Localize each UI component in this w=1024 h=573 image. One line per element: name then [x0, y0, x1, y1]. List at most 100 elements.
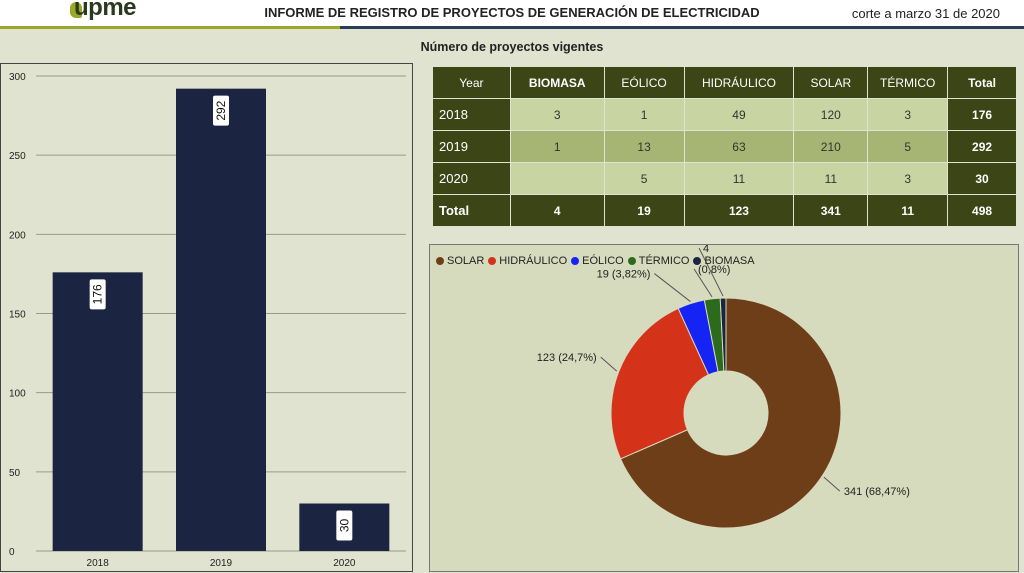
table-cell: 19: [603, 194, 685, 227]
report-title: INFORME DE REGISTRO DE PROYECTOS DE GENE…: [264, 5, 760, 20]
row-year: 2020: [432, 162, 511, 195]
col-header-hidraulico: HIDRÁULICO: [683, 66, 795, 99]
slice-label: 123 (24,7%): [537, 352, 597, 364]
legend-label: HIDRÁULICO: [499, 255, 568, 267]
col-header-biomasa: BIOMASA: [509, 66, 605, 99]
table-row: 2020 5 11 11 3 30: [432, 162, 1017, 195]
legend-swatch: [436, 257, 444, 265]
bar-data-label: 30: [336, 510, 353, 541]
slice-label: 19 (3,82%): [597, 269, 651, 281]
legend-label: SOLAR: [447, 255, 485, 267]
col-header-solar: SOLAR: [793, 66, 869, 99]
y-tick-label: 100: [9, 389, 26, 400]
data-label-text: 292: [214, 100, 228, 120]
data-label-text: 30: [337, 519, 351, 533]
col-header-year: Year: [432, 66, 511, 99]
legend-item: EÓLICO: [571, 255, 624, 267]
y-tick-label: 300: [9, 72, 26, 83]
legend-item: BIOMASA: [693, 255, 755, 267]
x-tick-label: 2020: [333, 558, 356, 569]
y-tick-label: 50: [9, 468, 21, 479]
legend-label: BIOMASA: [704, 255, 755, 267]
legend-label: EÓLICO: [582, 255, 624, 267]
table-cell: 13: [603, 130, 685, 163]
legend-swatch: [488, 257, 497, 265]
bar: [176, 88, 266, 552]
total-row-label: Total: [432, 194, 511, 227]
row-year: 2019: [432, 130, 511, 163]
upme-logo-leaf-icon: [70, 2, 82, 18]
table-cell: 3: [867, 98, 949, 131]
leader-line: [600, 356, 618, 372]
table-cell: 3: [867, 162, 949, 195]
col-header-termico: TÉRMICO: [867, 66, 949, 99]
leader-line: [693, 268, 713, 298]
y-tick-label: 250: [9, 151, 26, 162]
legend-swatch: [627, 257, 636, 265]
table-cell: 49: [683, 98, 795, 131]
grand-total: 498: [947, 194, 1017, 227]
table-cell: 63: [683, 130, 795, 163]
row-year: 2018: [432, 98, 511, 131]
data-label-box: [89, 279, 106, 310]
pie-slice: [610, 307, 710, 460]
bar: [52, 272, 143, 551]
legend-swatch: [693, 257, 702, 265]
bar-data-label: 176: [89, 279, 106, 310]
legend-label: TÉRMICO: [638, 255, 690, 267]
donut-chart: 341 (68,47%) 123 (24,7%) 19 (3,82%) (0,8%) 4: [537, 243, 910, 529]
projects-table: Year BIOMASA EÓLICO HIDRÁULICO SOLAR TÉR…: [432, 66, 1017, 227]
report-header: upme INFORME DE REGISTRO DE PROYECTOS DE…: [0, 0, 1024, 26]
pie-slice: [619, 297, 842, 529]
y-tick-label: 150: [9, 310, 26, 321]
data-label-box: [336, 510, 353, 541]
bar-chart: 0 50 100 150 200 250 300 176 2018 292 2019 30 2020: [9, 72, 406, 569]
slice-label: 4: [703, 245, 709, 255]
leader-line: [823, 476, 841, 492]
table-cell: 210: [793, 130, 869, 163]
table-header-row: Year BIOMASA EÓLICO HIDRÁULICO SOLAR TÉR…: [432, 66, 1017, 99]
legend-item: SOLAR: [436, 255, 484, 267]
leader-line: [654, 273, 691, 302]
x-tick-label: 2018: [87, 558, 110, 569]
table-cell: 11: [683, 162, 795, 195]
x-tick-label: 2019: [210, 558, 233, 569]
table-row: 2018 3 1 49 120 3 176: [432, 98, 1017, 131]
table-cell: 11: [793, 162, 869, 195]
table-cell: 120: [793, 98, 869, 131]
slice-label: 341 (68,47%): [844, 486, 910, 498]
legend-item: HIDRÁULICO: [488, 255, 567, 267]
legend-item: TÉRMICO: [627, 255, 690, 267]
table-cell: 1: [509, 130, 605, 163]
data-label-box: [213, 95, 229, 126]
leader-line: [698, 247, 724, 297]
table-cell: 341: [793, 194, 869, 227]
upme-logo: upme: [74, 0, 137, 21]
table-cell: 123: [683, 194, 795, 227]
data-label-text: 176: [91, 284, 105, 304]
pie-legend: SOLAR HIDRÁULICO EÓLICO TÉRMICO BIOMASA: [436, 255, 759, 267]
slice-label: (0,8%): [698, 264, 730, 276]
table-cell: 5: [867, 130, 949, 163]
row-total: 176: [947, 98, 1017, 131]
bar-data-label: 292: [213, 95, 229, 126]
pie-slice: [719, 297, 727, 372]
row-total: 30: [947, 162, 1017, 195]
y-tick-label: 200: [9, 230, 26, 241]
y-tick-label: 0: [9, 547, 15, 558]
section-subtitle: Número de proyectos vigentes: [420, 40, 604, 54]
table-cell: 1: [603, 98, 685, 131]
header-divider: [0, 26, 1024, 29]
report-date: corte a marzo 31 de 2020: [851, 6, 1000, 21]
legend-swatch: [571, 257, 580, 265]
table-cell: [509, 162, 605, 195]
bar-chart-panel: 0 50 100 150 200 250 300 176 2018 292 2019 30 2020: [0, 63, 413, 572]
table-cell: 5: [603, 162, 685, 195]
table-cell: 4: [509, 194, 605, 227]
table-cell: 3: [509, 98, 605, 131]
table-total-row: Total 4 19 123 341 11 498: [432, 194, 1017, 227]
table-row: 2019 1 13 63 210 5 292: [432, 130, 1017, 163]
pie-chart-panel: SOLAR HIDRÁULICO EÓLICO TÉRMICO BIOMASA 341 …: [429, 243, 1019, 572]
col-header-eolico: EÓLICO: [603, 66, 685, 99]
table-cell: 11: [867, 194, 949, 227]
